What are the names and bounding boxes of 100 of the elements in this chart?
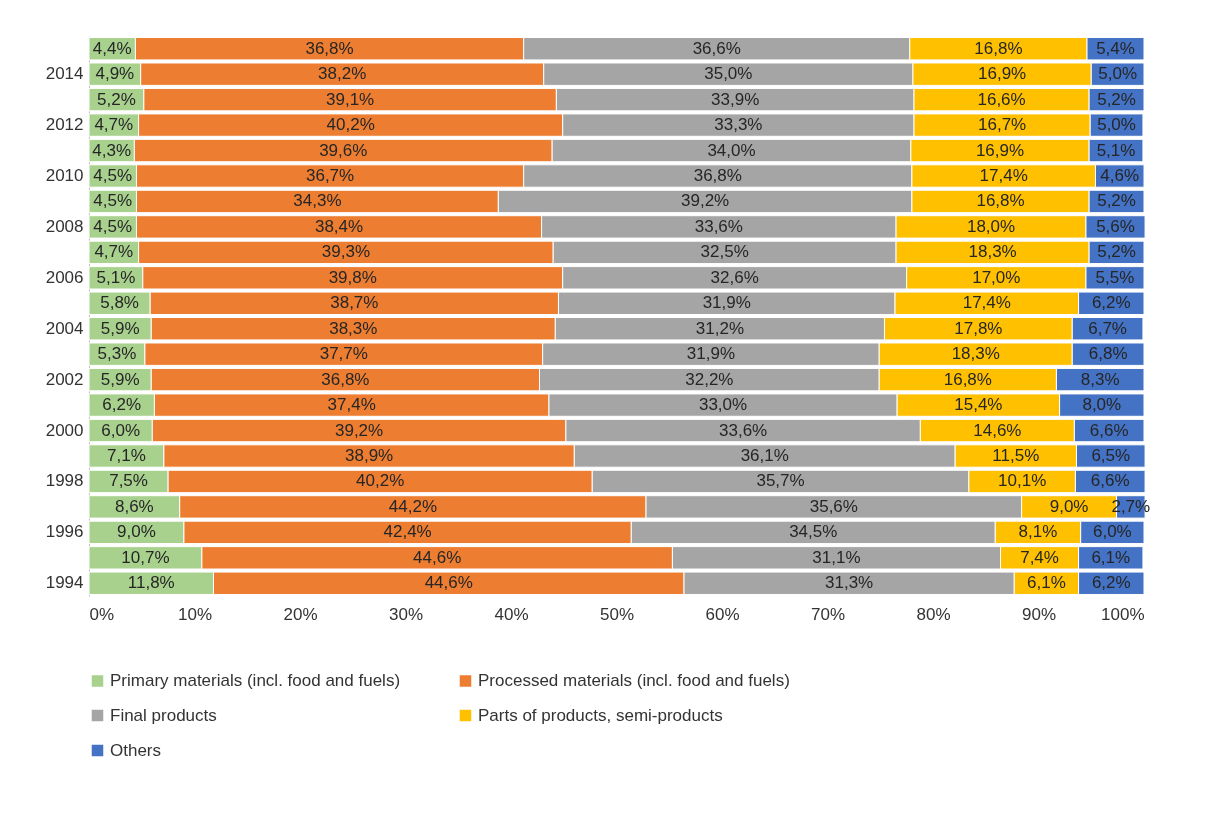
- data-label: 9,0%: [117, 522, 156, 542]
- data-label: 39,6%: [319, 140, 368, 160]
- x-tick-label: 10%: [177, 604, 213, 624]
- data-label: 6,2%: [1091, 293, 1131, 313]
- data-label: 33,6%: [694, 216, 743, 236]
- data-label: 6,1%: [1091, 547, 1131, 567]
- data-label: 34,0%: [707, 140, 756, 160]
- y-tick-label: 2004: [45, 318, 84, 338]
- data-label: 4,7%: [94, 242, 134, 262]
- data-label: 40,2%: [326, 115, 375, 135]
- data-label: 16,6%: [977, 89, 1026, 109]
- legend-label: Others: [110, 740, 162, 760]
- data-label: 6,8%: [1088, 344, 1128, 364]
- x-tick-label: 90%: [1021, 604, 1057, 624]
- data-label: 5,1%: [1096, 140, 1136, 160]
- data-label: 4,3%: [92, 140, 132, 160]
- data-label: 39,8%: [328, 267, 377, 287]
- data-label: 31,9%: [702, 293, 751, 313]
- data-label: 38,2%: [318, 64, 367, 84]
- data-label: 18,0%: [966, 216, 1016, 236]
- y-tick-label: 2006: [45, 267, 84, 287]
- data-label: 16,9%: [975, 140, 1025, 160]
- data-label: 39,1%: [326, 89, 375, 109]
- data-label: 14,6%: [973, 420, 1022, 440]
- data-label: 33,0%: [698, 395, 748, 415]
- y-tick-label: 1994: [45, 573, 84, 593]
- x-tick-label: 100%: [1101, 604, 1145, 624]
- data-label: 39,2%: [334, 420, 384, 440]
- data-label: 4,5%: [93, 166, 133, 185]
- data-label: 44,6%: [424, 573, 473, 593]
- data-label: 8,6%: [114, 496, 154, 516]
- legend-label: Parts of products, semi-products: [478, 705, 723, 725]
- data-label: 17,4%: [962, 293, 1011, 313]
- data-label: 6,6%: [1090, 471, 1130, 491]
- data-label: 8,3%: [1080, 369, 1120, 389]
- y-tick-label: 2000: [45, 420, 84, 440]
- data-label: 18,3%: [968, 242, 1017, 262]
- data-label: 10,7%: [121, 547, 170, 567]
- data-label: 6,7%: [1088, 318, 1127, 338]
- data-label: 31,9%: [686, 344, 736, 364]
- data-label: 34,5%: [789, 522, 838, 542]
- data-label: 16,7%: [978, 115, 1027, 135]
- data-label: 17,0%: [972, 267, 1021, 287]
- data-label: 31,2%: [695, 318, 744, 338]
- data-label: 37,7%: [319, 344, 368, 364]
- y-tick-label: 2010: [45, 166, 84, 185]
- data-label: 11,8%: [127, 573, 175, 593]
- x-tick-label: 20%: [283, 604, 318, 624]
- data-label: 38,9%: [345, 446, 394, 465]
- data-label: 16,9%: [978, 64, 1027, 84]
- y-tick-label: 1998: [45, 471, 84, 491]
- data-label: 6,1%: [1027, 573, 1066, 593]
- data-label: 6,0%: [101, 420, 141, 440]
- data-label: 6,5%: [1091, 446, 1131, 465]
- data-label: 38,3%: [329, 318, 378, 338]
- data-label: 44,6%: [413, 547, 462, 567]
- data-label: 8,1%: [1018, 522, 1058, 542]
- data-label: 5,0%: [1097, 115, 1136, 135]
- data-label: 31,3%: [825, 573, 874, 593]
- data-label: 11,5%: [992, 446, 1040, 465]
- data-label: 9,0%: [1049, 496, 1089, 516]
- data-label: 8,0%: [1082, 395, 1122, 415]
- data-label: 10,1%: [998, 471, 1047, 491]
- data-label: 4,5%: [93, 216, 133, 236]
- data-label: 5,2%: [97, 89, 136, 109]
- data-label: 16,8%: [974, 38, 1023, 58]
- x-tick-label: 40%: [494, 604, 529, 624]
- y-tick-label: 2012: [45, 115, 84, 135]
- data-label: 42,4%: [383, 522, 432, 542]
- data-label: 5,0%: [1098, 64, 1137, 84]
- y-tick-label: 1996: [45, 522, 84, 542]
- data-label: 7,4%: [1020, 547, 1059, 567]
- data-label: 4,6%: [1100, 166, 1140, 185]
- data-label: 7,1%: [107, 446, 146, 465]
- data-label: 16,8%: [943, 369, 992, 389]
- data-label: 37,4%: [327, 395, 376, 415]
- x-tick-label: 30%: [388, 604, 424, 624]
- y-tick-label: 2008: [45, 216, 84, 236]
- data-label: 5,5%: [1095, 267, 1135, 287]
- data-label: 34,3%: [293, 191, 342, 211]
- data-label: 5,9%: [100, 318, 140, 338]
- data-label: 6,2%: [1091, 573, 1131, 593]
- data-label: 31,1%: [812, 547, 861, 567]
- y-tick-label: 2014: [45, 64, 84, 84]
- data-label: 5,4%: [1096, 38, 1135, 58]
- data-label: 40,2%: [356, 471, 405, 491]
- data-label: 33,3%: [714, 115, 763, 135]
- y-tick-label: 2002: [45, 369, 84, 389]
- data-label: 4,5%: [93, 191, 133, 211]
- data-label: 36,1%: [740, 446, 789, 465]
- x-tick-label: 0%: [89, 604, 115, 624]
- legend-label: Final products: [110, 705, 217, 725]
- x-tick-label: 60%: [705, 604, 740, 624]
- data-label: 39,3%: [321, 242, 370, 262]
- data-label: 18,3%: [951, 344, 1000, 364]
- x-tick-label: 70%: [810, 604, 846, 624]
- data-label: 5,2%: [1097, 89, 1136, 109]
- data-label: 33,6%: [719, 420, 768, 440]
- data-label: 35,7%: [756, 471, 805, 491]
- legend-label: Processed materials (incl. food and fuels): [478, 670, 790, 690]
